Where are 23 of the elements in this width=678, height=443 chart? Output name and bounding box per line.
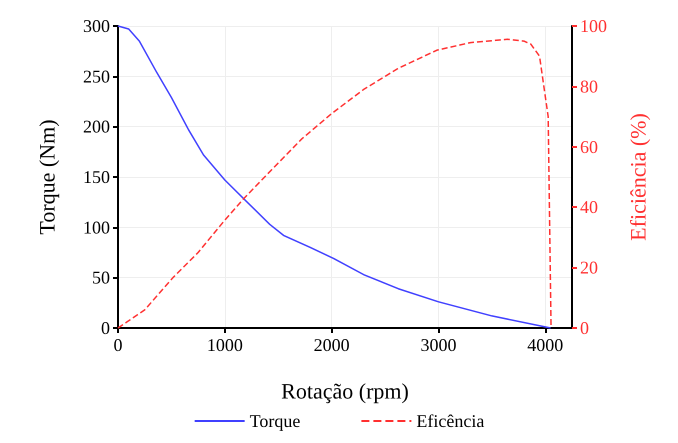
x-tick-label: 3000 — [420, 335, 456, 355]
y-axis-title: Torque (Nm) — [34, 119, 60, 235]
y-tick-label: 0 — [101, 318, 110, 338]
x-tick-label: 0 — [114, 335, 122, 355]
x-tick-label: 1000 — [206, 335, 243, 355]
y-tick-label: 250 — [83, 66, 110, 86]
y-tick-label: 50 — [92, 268, 110, 288]
y2-tick-label: 100 — [580, 16, 607, 36]
x-tick-label: 4000 — [527, 335, 564, 355]
y-tick-label: 200 — [83, 116, 110, 137]
y-tick-label: 150 — [83, 167, 110, 187]
legend-label: Eficência — [416, 411, 484, 431]
x-tick-label: 2000 — [314, 335, 350, 355]
y2-tick-label: 80 — [580, 76, 598, 96]
legend-label: Torque — [250, 411, 300, 431]
y2-axis-title: Eficiência (%) — [626, 113, 650, 241]
y2-tick-label: 40 — [580, 197, 598, 218]
y2-tick-label: 0 — [580, 318, 589, 338]
y-tick-label: 300 — [83, 16, 110, 36]
y2-tick-label: 60 — [580, 136, 598, 157]
y-tick-label: 100 — [83, 217, 110, 238]
x-axis-title: Rotação (rpm) — [281, 378, 409, 404]
y2-tick-label: 20 — [580, 258, 598, 278]
